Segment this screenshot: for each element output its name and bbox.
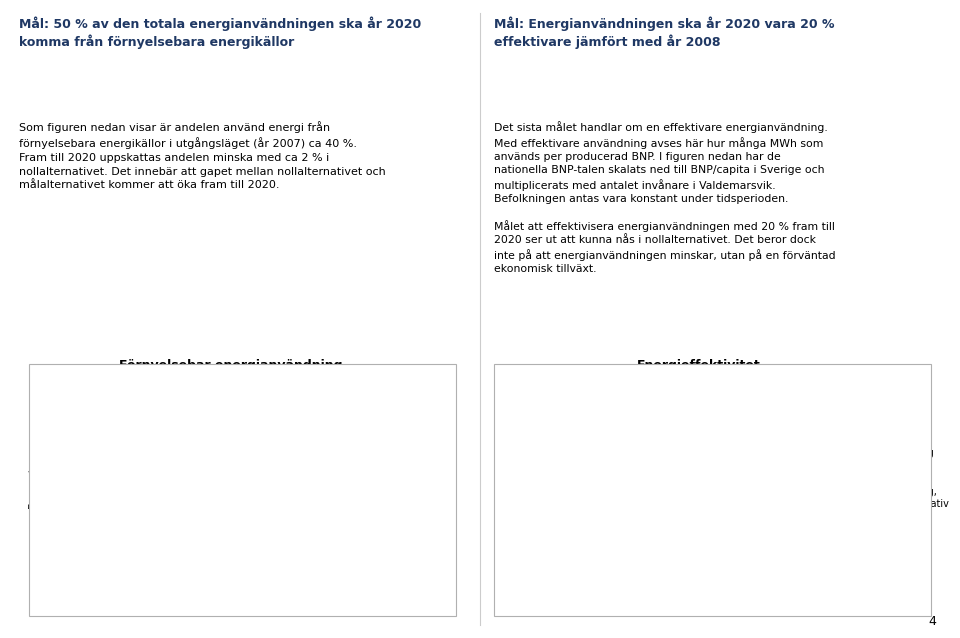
Text: 4: 4 xyxy=(928,616,936,628)
Text: Det sista målet handlar om en effektivare energianvändning.
Med effektivare anvä: Det sista målet handlar om en effektivar… xyxy=(494,121,836,274)
Legend: Önskvärd
utveckling, Beräknad
utveckling,
Nollalternativ: Önskvärd utveckling, Beräknad utveckling… xyxy=(853,436,948,508)
Text: Som figuren nedan visar är andelen använd energi från
förnyelsebara energikällor: Som figuren nedan visar är andelen använ… xyxy=(19,121,386,190)
Y-axis label: Procent: Procent xyxy=(28,465,38,508)
Legend: Beräknad
utveckling,
Nollalternativ, Önskvärd
utveckling: Beräknad utveckling, Nollalternativ, Öns… xyxy=(538,399,633,471)
Text: Mål: 50 % av den totala energianvändningen ska år 2020
komma från förnyelsebara : Mål: 50 % av den totala energianvändning… xyxy=(19,16,421,48)
Title: Förnyelsebar energianvändning: Förnyelsebar energianvändning xyxy=(119,359,342,373)
Title: Energieffektivitet: Energieffektivitet xyxy=(636,359,760,373)
Y-axis label: GWh/Milj. SEK: GWh/Milj. SEK xyxy=(504,447,514,526)
Text: Mål: Energianvändningen ska år 2020 vara 20 %
effektivare jämfört med år 2008: Mål: Energianvändningen ska år 2020 vara… xyxy=(494,16,835,48)
